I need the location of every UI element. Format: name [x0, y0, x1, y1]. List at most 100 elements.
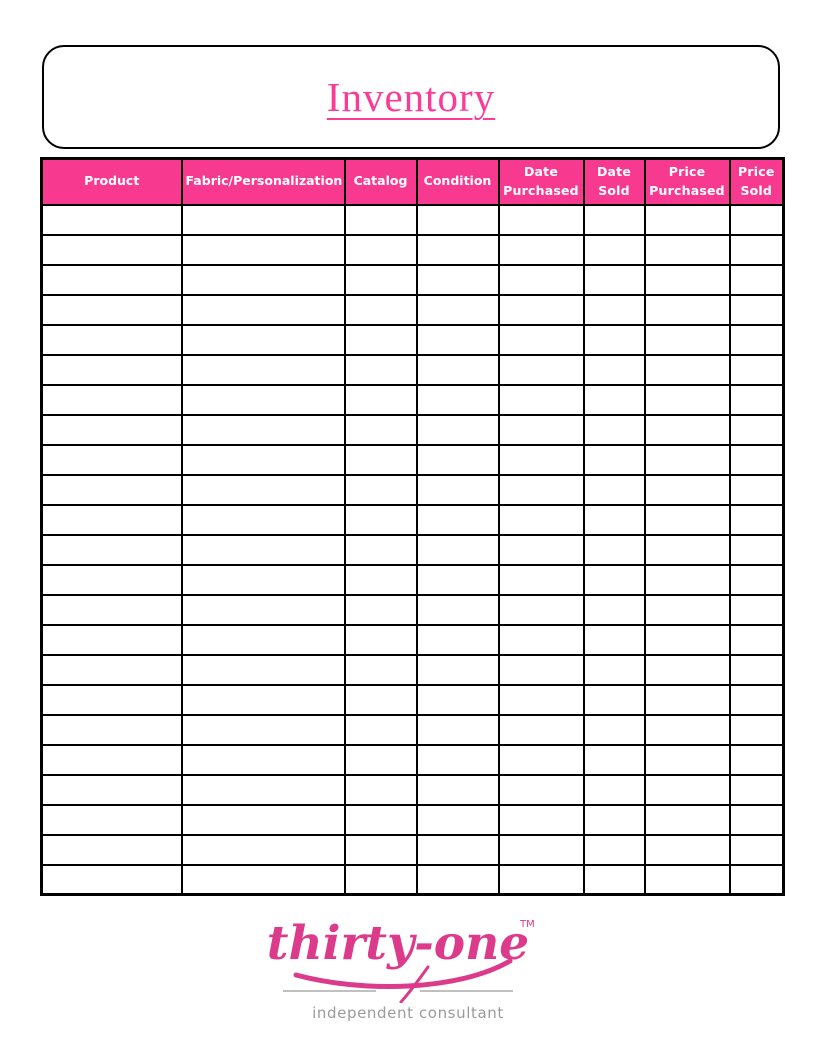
table-cell [415, 713, 500, 746]
logo-swash-tail [399, 965, 430, 1003]
table-cell [582, 833, 646, 866]
table-cell [40, 443, 183, 476]
table-cell [180, 473, 346, 506]
table-cell [728, 803, 785, 836]
table-cell [180, 203, 346, 236]
table-cell [40, 263, 183, 296]
table-cell [415, 773, 500, 806]
table-cell [582, 533, 646, 566]
table-cell [728, 203, 785, 236]
table-cell [343, 683, 418, 716]
table-cell [415, 353, 500, 386]
table-cell [497, 323, 585, 356]
table-cell [497, 863, 585, 896]
table-cell [343, 413, 418, 446]
table-cell [40, 623, 183, 656]
table-cell [728, 233, 785, 266]
table-cell [497, 683, 585, 716]
table-cell [343, 503, 418, 536]
table-cell [180, 683, 346, 716]
table-cell [497, 473, 585, 506]
tagline: independent consultant [312, 1004, 504, 1022]
table-cell [497, 623, 585, 656]
table-cell [643, 353, 731, 386]
table-cell [728, 623, 785, 656]
table-cell [728, 863, 785, 896]
table-cell [180, 863, 346, 896]
trademark-mark: TM [519, 919, 535, 930]
table-cell [40, 233, 183, 266]
table-cell [582, 803, 646, 836]
table-row [40, 833, 785, 866]
table-cell [582, 263, 646, 296]
table-row [40, 623, 785, 656]
table-cell [643, 743, 731, 776]
table-row [40, 473, 785, 506]
table-cell [40, 293, 183, 326]
table-row [40, 503, 785, 536]
table-cell [582, 683, 646, 716]
table-cell [180, 803, 346, 836]
brand-script: thirty-one [267, 916, 529, 971]
table-cell [343, 233, 418, 266]
table-cell [497, 233, 585, 266]
table-cell [180, 233, 346, 266]
table-cell [180, 293, 346, 326]
table-cell [497, 443, 585, 476]
table-cell [180, 383, 346, 416]
table-cell [497, 803, 585, 836]
table-cell [180, 533, 346, 566]
table-cell [343, 803, 418, 836]
table-cell [415, 653, 500, 686]
table-row [40, 533, 785, 566]
table-cell [415, 473, 500, 506]
table-cell [728, 533, 785, 566]
table-cell [40, 593, 183, 626]
table-cell [415, 503, 500, 536]
table-cell [40, 533, 183, 566]
table-cell [643, 263, 731, 296]
table-cell [415, 383, 500, 416]
table-cell [180, 413, 346, 446]
table-cell [343, 263, 418, 296]
table-row [40, 263, 785, 296]
table-cell [415, 803, 500, 836]
table-cell [643, 413, 731, 446]
header-row: Product Fabric/Personalization Catalog C… [40, 157, 785, 206]
table-cell [343, 353, 418, 386]
table-cell [728, 323, 785, 356]
table-cell [180, 593, 346, 626]
table-cell [415, 833, 500, 866]
table-cell [497, 263, 585, 296]
table-cell [582, 563, 646, 596]
table-cell [415, 623, 500, 656]
table-cell [40, 683, 183, 716]
table-cell [415, 323, 500, 356]
table-cell [40, 203, 183, 236]
table-cell [728, 833, 785, 866]
table-cell [180, 623, 346, 656]
table-cell [728, 293, 785, 326]
table-cell [582, 413, 646, 446]
table-cell [180, 353, 346, 386]
table-row [40, 443, 785, 476]
table-cell [728, 683, 785, 716]
table-cell [728, 773, 785, 806]
table-cell [180, 263, 346, 296]
table-cell [643, 683, 731, 716]
table-cell [180, 323, 346, 356]
table-cell [343, 323, 418, 356]
thirty-one-logo: thirty-one TM [267, 916, 535, 1003]
table-row [40, 233, 785, 266]
table-cell [582, 323, 646, 356]
table-cell [643, 533, 731, 566]
table-cell [415, 683, 500, 716]
table-cell [40, 653, 183, 686]
table-cell [415, 233, 500, 266]
table-cell [643, 653, 731, 686]
table-row [40, 413, 785, 446]
table-cell [582, 743, 646, 776]
table-cell [643, 803, 731, 836]
table-row [40, 203, 785, 236]
inventory-table: Product Fabric/Personalization Catalog C… [40, 157, 785, 896]
